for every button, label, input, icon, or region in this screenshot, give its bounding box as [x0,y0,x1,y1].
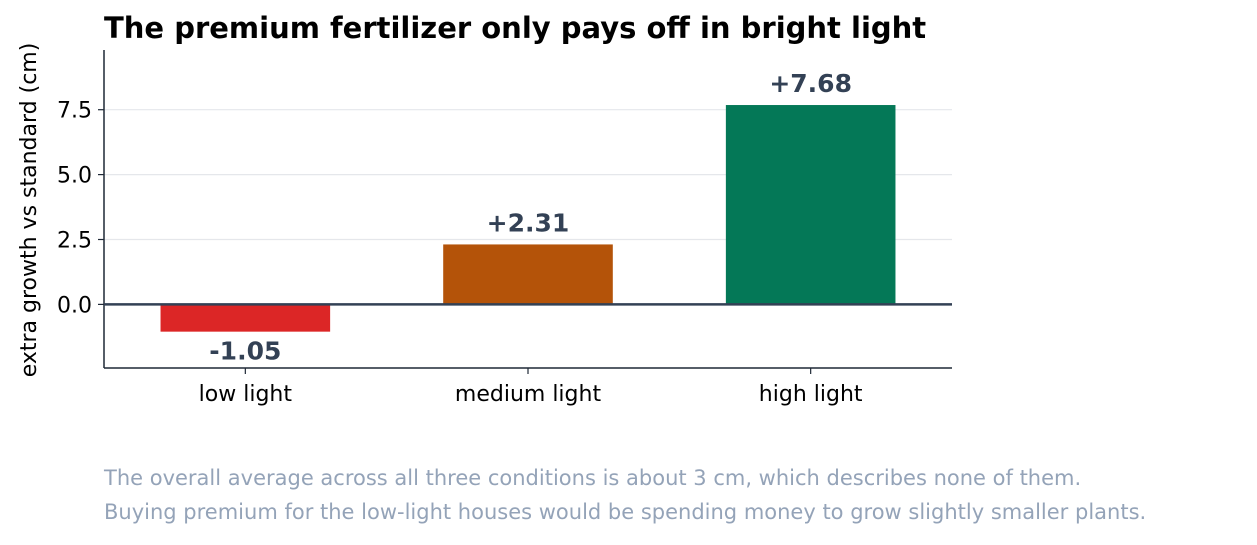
y-tick-label-0: 0.0 [57,293,92,318]
bar-low-light [160,304,331,332]
bar-medium-light [443,244,613,305]
footnote-average: The overall average across all three con… [104,466,1082,490]
x-tick-label-medium-light: medium light [455,382,602,407]
axes: 0.0 2.5 5.0 7.5 low light medium light high li… [57,50,952,407]
data-label-medium-light: +2.31 [487,208,570,237]
bars [160,105,896,332]
footnote-low-light: Buying premium for the low-light houses … [104,500,1147,524]
x-tick-label-low-light: low light [199,382,293,407]
y-tick-label-2: 5.0 [57,164,92,189]
y-tick-label-1: 2.5 [57,229,92,254]
bar-high-light [725,105,896,305]
data-label-high-light: +7.68 [769,69,852,98]
data-labels: -1.05 +2.31 +7.68 [209,69,852,366]
y-axis-label: extra growth vs standard (cm) [17,43,42,378]
y-tick-label-3: 7.5 [57,99,92,124]
chart-title: The premium fertilizer only pays off in … [104,11,926,45]
data-label-low-light: -1.05 [209,337,281,366]
x-tick-label-high-light: high light [759,382,863,407]
